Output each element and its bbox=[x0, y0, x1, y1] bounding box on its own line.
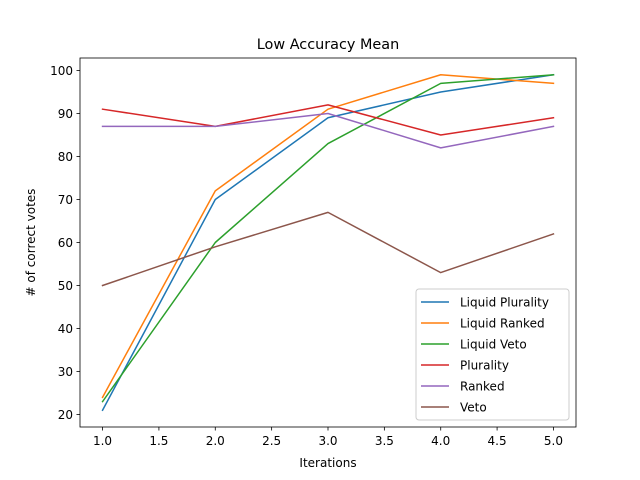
y-tick-label: 80 bbox=[58, 150, 73, 164]
y-tick-label: 50 bbox=[58, 279, 73, 293]
x-tick-label: 3.0 bbox=[318, 434, 337, 448]
y-tick-label: 60 bbox=[58, 236, 73, 250]
series-line-3 bbox=[101, 104, 555, 136]
y-tick-label: 20 bbox=[58, 408, 73, 422]
series-layer bbox=[101, 73, 555, 412]
x-tick-label: 3.5 bbox=[375, 434, 394, 448]
legend-label: Ranked bbox=[460, 379, 505, 393]
legend-box bbox=[415, 288, 570, 421]
y-tick-label: 30 bbox=[58, 365, 73, 379]
y-tick-label: 90 bbox=[58, 107, 73, 121]
series-line-5 bbox=[101, 211, 555, 287]
x-tick-label: 5.0 bbox=[544, 434, 563, 448]
x-tick-label: 4.0 bbox=[431, 434, 450, 448]
x-tick-label: 1.5 bbox=[149, 434, 168, 448]
legend-label: Liquid Plurality bbox=[460, 295, 549, 309]
y-axis-label: # of correct votes bbox=[24, 189, 38, 297]
y-tick-label: 40 bbox=[58, 322, 73, 336]
x-tick-label: 4.5 bbox=[488, 434, 507, 448]
x-axis-label: Iterations bbox=[299, 456, 356, 470]
plot-frame bbox=[79, 57, 577, 428]
x-tick-label: 2.0 bbox=[206, 434, 225, 448]
y-tick-label: 70 bbox=[58, 193, 73, 207]
x-axis-ticks: 1.0 1.5 2.0 2.5 3.0 3.5 4.0 4.5 5.0 bbox=[93, 427, 563, 448]
y-axis-ticks: 20 30 40 50 60 70 80 90 100 bbox=[50, 64, 80, 422]
legend: Liquid Plurality Liquid Ranked Liquid Veto… bbox=[415, 288, 570, 421]
x-tick-label: 1.0 bbox=[93, 434, 112, 448]
series-line-4 bbox=[101, 112, 555, 149]
legend-label: Plurality bbox=[460, 358, 509, 372]
legend-label: Liquid Ranked bbox=[460, 316, 545, 330]
legend-label: Veto bbox=[460, 400, 487, 414]
series-line-2 bbox=[101, 73, 555, 403]
y-tick-label: 100 bbox=[50, 64, 73, 78]
series-line-0 bbox=[101, 73, 555, 412]
legend-label: Liquid Veto bbox=[460, 337, 527, 351]
chart-title: Low Accuracy Mean bbox=[257, 37, 399, 53]
x-tick-label: 2.5 bbox=[262, 434, 281, 448]
